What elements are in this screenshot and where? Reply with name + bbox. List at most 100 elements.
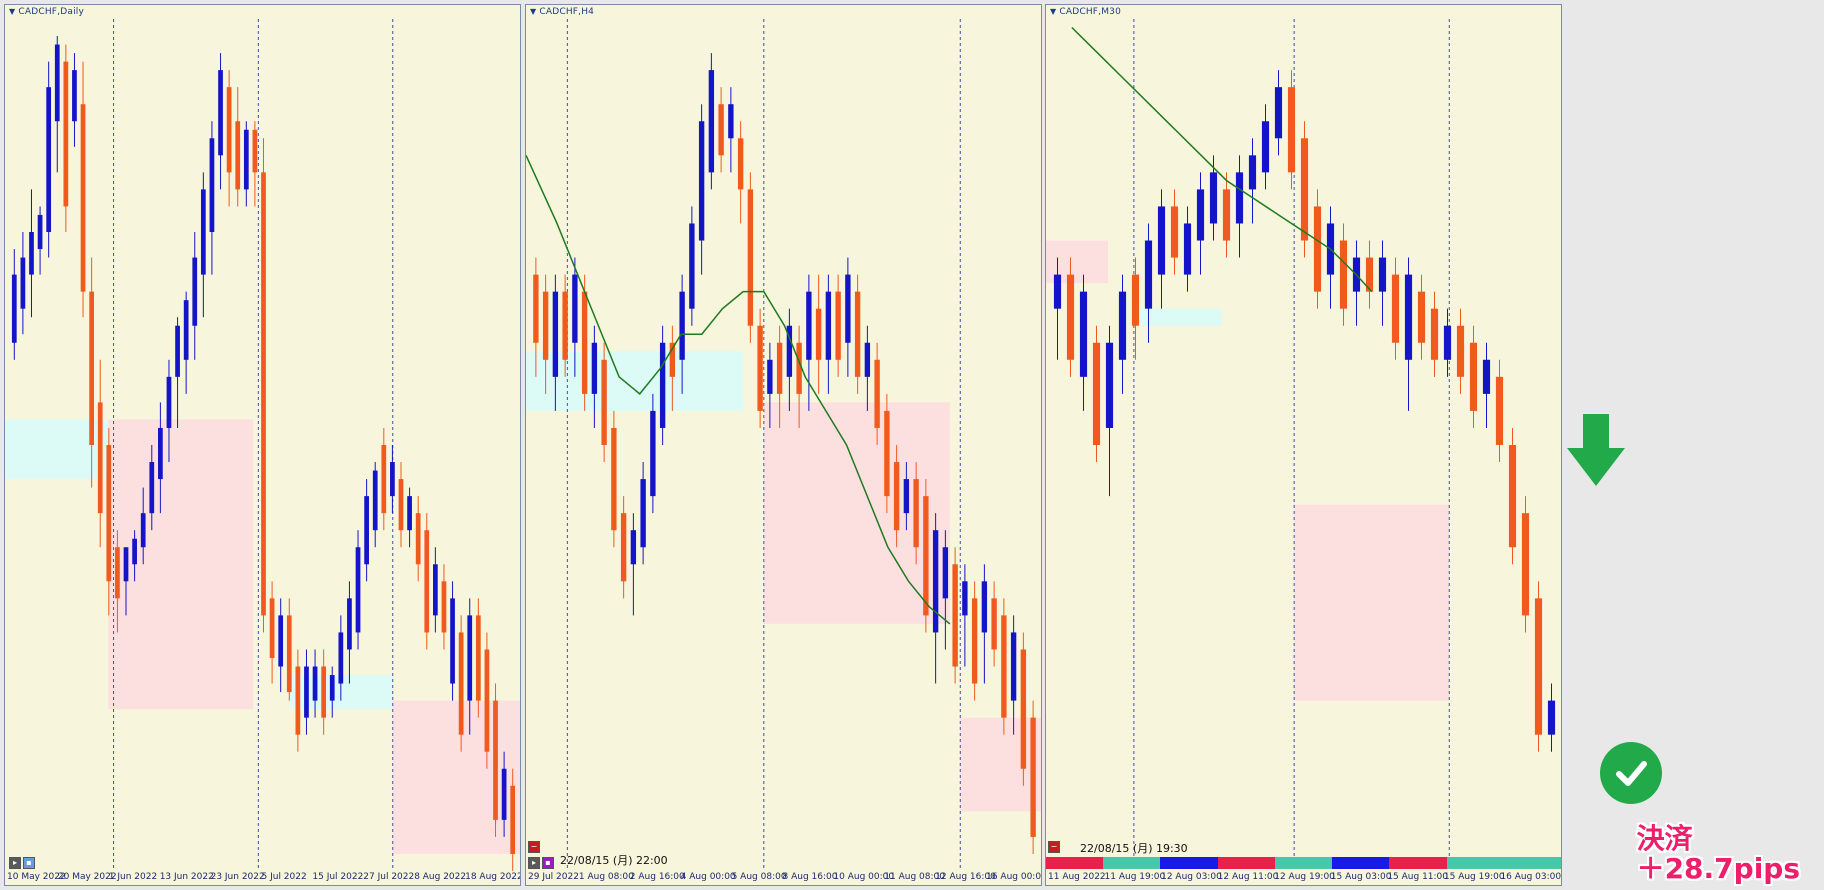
x-axis-ticks: 29 Jul 2022 1 Aug 08:00 2 Aug 16:00 4 Aug 0… [526,871,1041,885]
candlestick [501,751,507,837]
trade-panel-icon[interactable]: ▪ [23,857,35,869]
checkmark-icon [1616,761,1647,786]
candlestick [737,121,744,224]
x-tick-label: 15 Aug 11:00 [1387,872,1449,882]
candlestick [1339,223,1348,326]
candlestick [1131,257,1140,360]
candlestick [226,70,232,207]
x-axis-ticks: 11 Aug 2022 11 Aug 19:00 12 Aug 03:00 12 Au… [1046,871,1561,885]
strip-segment [1160,857,1218,869]
candlestick [252,121,258,207]
candlestick [200,172,206,318]
candlestick [269,581,275,684]
minus-icon[interactable]: − [1048,841,1060,853]
candlestick [1020,632,1027,786]
settlement-label: 決済 [1636,822,1693,855]
candlestick [1430,291,1439,377]
candlestick [407,487,412,548]
close-order-buttons: − [528,841,540,853]
x-tick-label: 4 Aug 00:00 [680,872,736,882]
candlestick [286,598,292,701]
candlestick [1326,206,1335,309]
candlestick [1391,257,1400,360]
x-tick-label: 15 Aug 19:00 [1443,872,1505,882]
candlestick [1378,240,1387,326]
one-click-buttons: ▸ ▪ [528,857,554,869]
candlestick [390,445,395,514]
x-tick-label: 18 Aug 2022 [465,872,521,882]
x-tick-label: 15 Jul 2022 [312,872,364,882]
collapse-triangle-icon[interactable]: ▼ [530,7,537,16]
candlestick [1170,189,1179,275]
candlestick [458,615,464,752]
candlestick [767,342,773,428]
candlestick [295,649,301,752]
candlestick [278,598,284,693]
chart-panel-daily[interactable]: ▼ CADCHF,Daily ▸ ▪ 10 May 2022 20 May 2022… [4,4,521,886]
collapse-triangle-icon[interactable]: ▼ [9,7,16,16]
candlestick [243,121,249,207]
down-arrow-icon [1567,414,1625,486]
moving-average-line [526,155,951,625]
candlestick [1456,308,1465,394]
candlestick [1248,138,1257,224]
chart-panel-h4[interactable]: ▼ CADCHF,H4 − ▸ ▪ 22/08/15 (月) 22:00 29 J… [525,4,1042,886]
candlestick [166,359,172,463]
candlestick [1183,206,1192,292]
candlestick [903,462,910,531]
minus-icon[interactable]: − [528,841,540,853]
candlestick [854,274,861,394]
x-tick-label: 10 May 2022 [7,872,66,882]
candlestick [1534,581,1543,752]
candlestick [1287,70,1296,190]
strip-segment [1503,857,1561,869]
candlestick [981,564,988,684]
candlestick [601,342,607,463]
profit-annotation: 決済 ＋28.7pips [1637,824,1800,884]
x-tick-label: 5 Aug 08:00 [731,872,787,882]
candlestick [942,530,949,650]
pips-result: ＋28.7pips [1636,852,1800,885]
candlestick [640,462,646,565]
chart-title-label: CADCHF,Daily [18,7,84,17]
candlestick [620,496,627,599]
candlestick [1261,104,1270,190]
x-tick-label: 10 Aug 00:00 [833,872,895,882]
candlestick [355,530,361,650]
chart-canvas[interactable] [5,5,521,886]
candlestick [1417,274,1426,360]
buy-sell-toggle-icon[interactable]: ▸ [528,857,540,869]
candlestick [1079,274,1088,411]
trade-panel-icon[interactable]: ▪ [542,857,554,869]
candlestick [1030,700,1036,854]
candlestick [304,649,309,735]
x-tick-label: 2 Aug 16:00 [629,872,685,882]
indicator-color-strip [1046,857,1561,869]
candlestick [806,274,812,411]
candlestick [874,342,880,445]
candlestick [1495,359,1504,463]
candlestick [510,768,516,871]
candlestick [89,257,94,488]
candlestick [63,44,69,232]
candlestick [1222,172,1231,258]
chart-canvas[interactable] [526,5,1042,886]
candlestick [1365,240,1374,309]
candlestick [825,274,832,394]
candlestick [80,61,86,318]
candlestick [115,530,120,633]
chart-title: ▼ CADCHF,Daily [9,7,84,17]
x-tick-label: 12 Aug 03:00 [1161,872,1222,882]
candlestick [381,427,387,531]
candlestick [132,530,137,582]
buy-sell-toggle-icon[interactable]: ▸ [9,857,21,869]
candlestick [796,325,802,428]
candlestick [952,547,958,684]
chart-canvas[interactable] [1046,5,1562,886]
candlestick [776,325,783,428]
chart-title-label: CADCHF,H4 [539,7,595,17]
candlestick [433,547,438,633]
candlestick [72,53,77,147]
collapse-triangle-icon[interactable]: ▼ [1050,7,1057,16]
chart-panel-m30[interactable]: ▼CADCHF,M30 − ▸ ▪ 22/08/15 (月) 19:30 11 … [1045,4,1562,886]
